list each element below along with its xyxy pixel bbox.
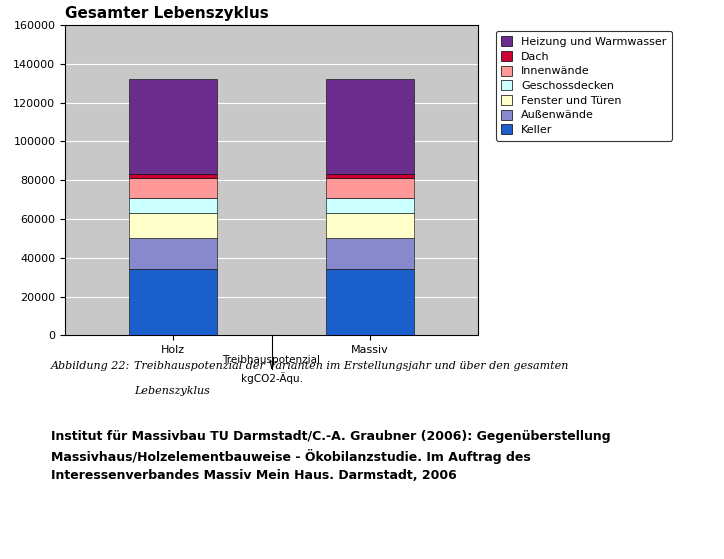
Bar bbox=[129, 269, 217, 335]
Text: Gesamter Lebenszyklus: Gesamter Lebenszyklus bbox=[65, 6, 269, 21]
Bar bbox=[129, 213, 217, 239]
Text: Lebenszyklus: Lebenszyklus bbox=[134, 386, 210, 396]
Legend: Heizung und Warmwasser, Dach, Innenwände, Geschossdecken, Fenster und Türen, Auß: Heizung und Warmwasser, Dach, Innenwände… bbox=[496, 31, 673, 141]
Bar bbox=[129, 178, 217, 198]
Text: Abbildung 22:: Abbildung 22: bbox=[51, 361, 130, 371]
Bar bbox=[326, 213, 414, 239]
Bar bbox=[326, 178, 414, 198]
Text: Treibhauspotenzial: Treibhauspotenzial bbox=[222, 355, 321, 365]
Text: kgCO2-Äqu.: kgCO2-Äqu. bbox=[240, 372, 303, 383]
Bar bbox=[129, 79, 217, 174]
Bar bbox=[326, 174, 414, 178]
Text: Treibhauspotenzial der Varianten im Erstellungsjahr und über den gesamten: Treibhauspotenzial der Varianten im Erst… bbox=[134, 361, 568, 371]
Bar bbox=[326, 239, 414, 269]
Bar bbox=[326, 269, 414, 335]
Bar bbox=[129, 198, 217, 213]
Bar bbox=[129, 239, 217, 269]
Bar bbox=[129, 174, 217, 178]
Bar bbox=[326, 79, 414, 174]
Text: Institut für Massivbau TU Darmstadt/C.-A. Graubner (2006): Gegenüberstellung
Mas: Institut für Massivbau TU Darmstadt/C.-A… bbox=[51, 430, 610, 482]
Bar bbox=[326, 198, 414, 213]
